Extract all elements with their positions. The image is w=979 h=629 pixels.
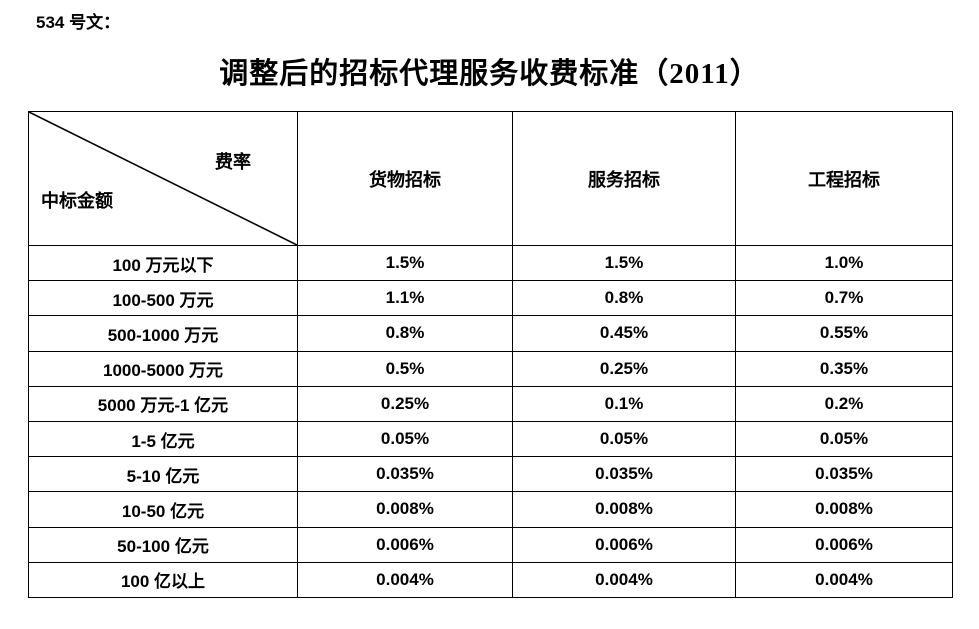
table-row: 500-1000 万元 0.8% 0.45% 0.55%	[28, 315, 953, 352]
rate-value-cell: 0.55%	[735, 315, 953, 352]
table-row: 5000 万元-1 亿元 0.25% 0.1% 0.2%	[28, 385, 953, 422]
rate-value-cell: 1.5%	[297, 244, 513, 282]
header-row: 费率 中标金额 货物招标 服务招标 工程招标	[28, 111, 953, 246]
row-label-bid-amount: 10-50 亿元	[28, 491, 298, 528]
row-label-bid-amount: 100 亿以上	[28, 561, 298, 598]
rate-value-cell: 1.0%	[735, 244, 953, 282]
rate-value-cell: 0.035%	[735, 456, 953, 493]
rate-value-cell: 0.25%	[297, 385, 513, 422]
rate-value-cell: 0.006%	[297, 526, 513, 563]
diagonal-divider-line	[29, 112, 297, 245]
fee-rate-table: 费率 中标金额 货物招标 服务招标 工程招标 100 万元以下 1.5% 1.5% 1…	[28, 111, 953, 598]
rate-value-cell: 1.1%	[297, 280, 513, 317]
table-row: 1000-5000 万元 0.5% 0.25% 0.35%	[28, 350, 953, 387]
rate-value-cell: 0.1%	[512, 385, 736, 422]
row-label-bid-amount: 100 万元以下	[28, 244, 298, 282]
table-row: 100 万元以下 1.5% 1.5% 1.0%	[28, 244, 953, 282]
rate-value-cell: 0.05%	[297, 420, 513, 458]
row-label-bid-amount: 100-500 万元	[28, 280, 298, 317]
corner-label-rate: 费率	[215, 152, 251, 172]
rate-value-cell: 0.008%	[297, 491, 513, 528]
rate-value-cell: 0.8%	[297, 315, 513, 352]
rate-value-cell: 1.5%	[512, 244, 736, 282]
rate-value-cell: 0.5%	[297, 350, 513, 387]
rate-value-cell: 0.006%	[735, 526, 953, 563]
rate-value-cell: 0.2%	[735, 385, 953, 422]
row-label-bid-amount: 5000 万元-1 亿元	[28, 385, 298, 422]
doc-number: 534 号文：	[36, 13, 121, 32]
rate-value-cell: 0.25%	[512, 350, 736, 387]
rate-value-cell: 0.035%	[297, 456, 513, 493]
table-body: 100 万元以下 1.5% 1.5% 1.0% 100-500 万元 1.1% 0.8% 0.…	[28, 244, 953, 598]
rate-value-cell: 0.008%	[735, 491, 953, 528]
row-label-bid-amount: 1000-5000 万元	[28, 350, 298, 387]
rate-value-cell: 0.05%	[735, 420, 953, 458]
page-title: 调整后的招标代理服务收费标准（2011）	[219, 58, 760, 90]
rate-value-cell: 0.35%	[735, 350, 953, 387]
corner-header-cell: 费率 中标金额	[28, 111, 298, 246]
row-label-bid-amount: 500-1000 万元	[28, 315, 298, 352]
table-row: 50-100 亿元 0.006% 0.006% 0.006%	[28, 526, 953, 563]
table-row: 1-5 亿元 0.05% 0.05% 0.05%	[28, 420, 953, 458]
rate-value-cell: 0.8%	[512, 280, 736, 317]
table-row: 5-10 亿元 0.035% 0.035% 0.035%	[28, 456, 953, 493]
rate-value-cell: 0.004%	[297, 561, 513, 598]
rate-value-cell: 0.7%	[735, 280, 953, 317]
row-label-bid-amount: 5-10 亿元	[28, 456, 298, 493]
rate-value-cell: 0.035%	[512, 456, 736, 493]
table-row: 100 亿以上 0.004% 0.004% 0.004%	[28, 561, 953, 598]
rate-value-cell: 0.006%	[512, 526, 736, 563]
column-header-engineering: 工程招标	[735, 111, 953, 246]
row-label-bid-amount: 50-100 亿元	[28, 526, 298, 563]
column-header-goods: 货物招标	[297, 111, 513, 246]
rate-value-cell: 0.05%	[512, 420, 736, 458]
table-row: 100-500 万元 1.1% 0.8% 0.7%	[28, 280, 953, 317]
rate-value-cell: 0.004%	[512, 561, 736, 598]
corner-label-bid-amount: 中标金额	[41, 191, 113, 211]
column-header-services: 服务招标	[512, 111, 736, 246]
row-label-bid-amount: 1-5 亿元	[28, 420, 298, 458]
rate-value-cell: 0.008%	[512, 491, 736, 528]
table-row: 10-50 亿元 0.008% 0.008% 0.008%	[28, 491, 953, 528]
rate-value-cell: 0.45%	[512, 315, 736, 352]
rate-value-cell: 0.004%	[735, 561, 953, 598]
